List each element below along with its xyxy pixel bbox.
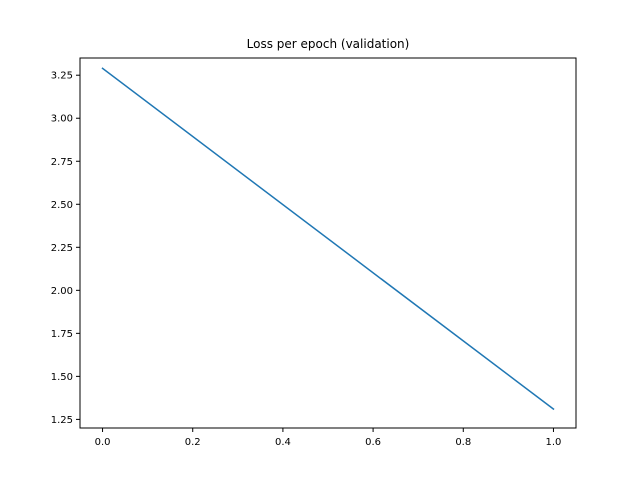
y-tick-label: 1.25: [51, 415, 73, 426]
x-tick-label: 0.8: [455, 437, 471, 448]
y-axis-ticks: 1.25 1.50 1.75 2.00 2.25 2.50 2.75 3.00 3.25: [51, 71, 80, 426]
y-tick-label: 2.75: [51, 157, 73, 168]
y-tick-label: 3.00: [51, 114, 73, 125]
plot-area-frame: [79, 57, 577, 429]
y-tick-label: 2.50: [51, 200, 73, 211]
y-tick-label: 2.00: [51, 286, 73, 297]
series-group: [101, 67, 555, 411]
y-tick-label: 1.75: [51, 329, 73, 340]
y-tick-label: 3.25: [51, 71, 73, 82]
x-tick-label: 0.0: [95, 437, 111, 448]
x-tick-label: 0.6: [365, 437, 381, 448]
y-tick-label: 2.25: [51, 243, 73, 254]
y-tick-label: 1.50: [51, 372, 73, 383]
chart-title: Loss per epoch (validation): [247, 37, 410, 51]
x-tick-label: 0.2: [185, 437, 201, 448]
x-tick-label: 1.0: [546, 437, 562, 448]
series-line: [101, 67, 555, 411]
x-tick-label: 0.4: [275, 437, 291, 448]
x-axis-ticks: 0.0 0.2 0.4 0.6 0.8 1.0: [95, 428, 562, 448]
